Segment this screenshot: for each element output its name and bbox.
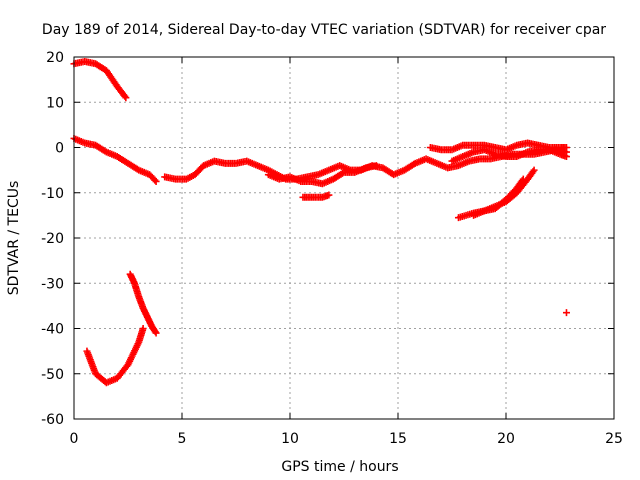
data-point [562, 144, 570, 151]
data-point [519, 175, 527, 183]
x-axis-title: GPS time / hours [281, 459, 398, 475]
y-tick-label: -40 [41, 322, 64, 338]
grid-layer [74, 57, 614, 419]
tick-layer: 0 5 10 15 20 25 -60 -50 -40 -30 -20 -10 0 10 20 [41, 50, 623, 447]
data-point [562, 153, 570, 161]
y-tick-label: 20 [46, 50, 64, 66]
x-tick-label: 0 [70, 431, 79, 447]
data-point [139, 325, 147, 332]
data-point [152, 329, 160, 337]
data-point [372, 162, 380, 170]
y-tick-label: -20 [41, 231, 64, 247]
data-point [325, 191, 333, 199]
x-tick-label: 5 [178, 431, 187, 447]
data-point [152, 177, 160, 185]
y-tick-label: -10 [41, 186, 64, 202]
y-tick-label: 10 [46, 95, 64, 111]
x-tick-label: 25 [605, 431, 623, 447]
chart-title: Day 189 of 2014, Sidereal Day-to-day VTE… [42, 22, 606, 38]
y-tick-label: -30 [41, 276, 64, 292]
x-tick-label: 15 [389, 431, 407, 447]
data-point [530, 166, 538, 174]
y-axis-title: SDTVAR / TECUs [6, 181, 22, 296]
x-tick-label: 20 [497, 431, 515, 447]
y-tick-label: 0 [55, 141, 64, 157]
data-point [529, 168, 537, 176]
y-tick-label: -50 [41, 367, 64, 383]
data-point [122, 94, 130, 102]
data-point [562, 309, 570, 317]
series-layer [70, 58, 570, 387]
y-tick-label: -60 [41, 412, 64, 428]
data-point [151, 176, 159, 184]
data-point [518, 177, 526, 185]
data-point [151, 328, 159, 336]
data-point [121, 92, 129, 100]
x-tick-label: 10 [281, 431, 299, 447]
